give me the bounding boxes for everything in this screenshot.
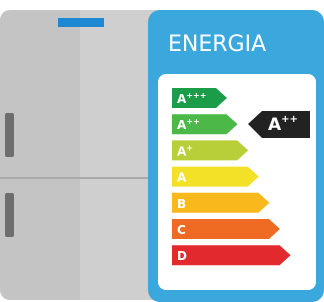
rating-letter: A	[268, 115, 282, 135]
fridge	[0, 10, 158, 300]
energy-class: A+	[172, 140, 248, 160]
class-arrow	[172, 193, 269, 213]
class-label: A	[177, 170, 187, 184]
class-sup: ++	[186, 117, 199, 126]
fridge-handle	[5, 193, 14, 237]
class-label: B	[177, 196, 186, 210]
energy-class: A+++	[172, 88, 227, 108]
class-sup: +++	[186, 91, 206, 100]
class-sup: +	[186, 143, 193, 152]
fridge-handle	[5, 113, 14, 157]
energy-class: A	[172, 167, 259, 187]
class-label: C	[177, 223, 186, 237]
class-label: D	[177, 249, 187, 263]
fridge-shade	[80, 10, 158, 300]
page: ENERGIA A++ A+++A++A+ABCD (() => { const…	[0, 0, 324, 302]
class-arrow	[172, 219, 280, 239]
illustration: ENERGIA A++ A+++A++A+ABCD	[0, 0, 324, 302]
fridge-indicator	[58, 18, 104, 27]
class-letter: C	[177, 223, 186, 237]
energy-class: D	[172, 245, 291, 265]
energy-class: B	[172, 193, 269, 213]
rating-sup: ++	[281, 114, 298, 125]
class-letter: B	[177, 196, 186, 210]
label-title: ENERGIA	[168, 32, 266, 57]
class-letter: A	[177, 170, 187, 184]
class-letter: D	[177, 249, 187, 263]
energy-class: A++	[172, 114, 238, 134]
class-arrow	[172, 245, 291, 265]
energy-class: C	[172, 219, 280, 239]
